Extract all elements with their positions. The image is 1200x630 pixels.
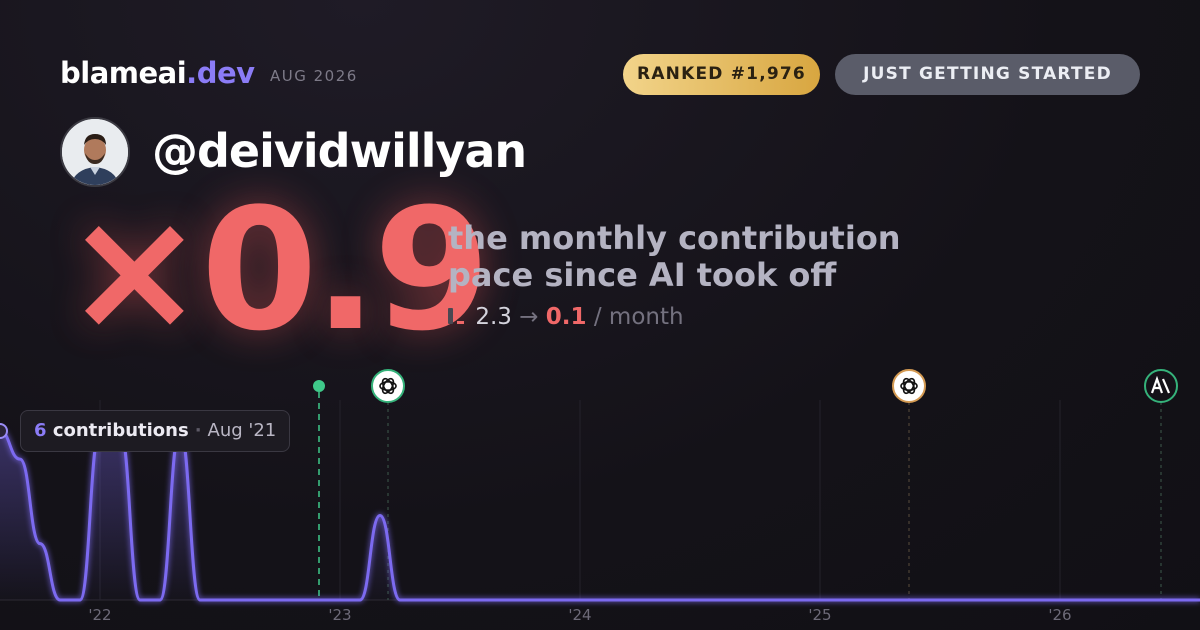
pace-rate: 2.3 → 0.1 / month	[448, 304, 684, 330]
x-tick-label: '25	[808, 606, 831, 624]
event-icon	[892, 369, 926, 403]
pace-before: 2.3	[475, 304, 512, 330]
x-tick-label: '24	[568, 606, 591, 624]
x-tick-label: '26	[1048, 606, 1071, 624]
multiplier: ×0.9	[64, 172, 490, 368]
brand-tld: .dev	[186, 56, 255, 90]
brand-name: blameai	[60, 56, 187, 90]
tooltip-date: Aug '21	[207, 420, 277, 441]
event-dot	[313, 380, 325, 392]
x-tick-label: '23	[328, 606, 351, 624]
x-tick-label: '22	[88, 606, 111, 624]
tooltip: 6 contributions · Aug '21	[20, 410, 291, 452]
hover-point	[0, 423, 8, 439]
status-badge: JUST GETTING STARTED	[835, 54, 1140, 95]
tooltip-value: 6	[34, 420, 47, 441]
pace-unit: / month	[593, 304, 684, 330]
event-markers	[313, 369, 1178, 600]
brand[interactable]: blameai.dev	[60, 56, 255, 90]
line	[0, 429, 1200, 602]
tooltip-label: contributions	[52, 420, 189, 441]
description-line: pace since AI took off	[448, 256, 837, 294]
pace-after: 0.1	[545, 304, 587, 330]
event-icon	[371, 369, 405, 403]
rank-badge: RANKED #1,976	[623, 54, 820, 95]
username: @deividwillyan	[152, 124, 527, 178]
description-line: the monthly contribution	[448, 219, 901, 257]
report-date: AUG 2026	[270, 67, 358, 85]
line-area	[0, 431, 1200, 600]
pace-arrow: →	[519, 304, 539, 330]
pace-icon	[448, 308, 464, 324]
event-icon	[1144, 369, 1178, 403]
avatar	[60, 117, 130, 187]
